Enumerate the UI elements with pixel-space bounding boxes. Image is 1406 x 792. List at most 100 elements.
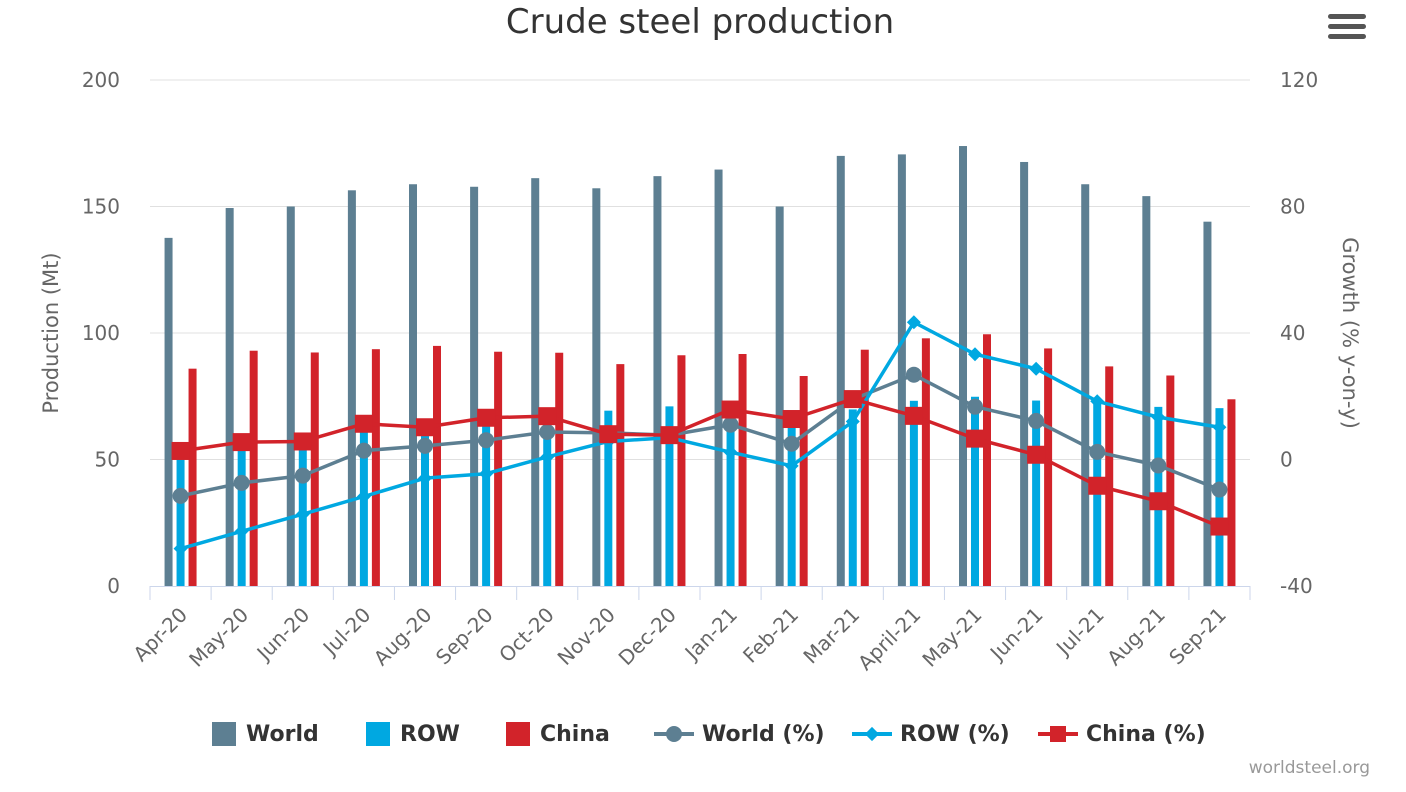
y-left-tick-label: 100 bbox=[82, 321, 120, 345]
credit-link[interactable]: worldsteel.org bbox=[1248, 758, 1370, 778]
x-axis-category-label: Apr-20 bbox=[128, 603, 192, 667]
bar-china bbox=[799, 376, 808, 586]
bar-world bbox=[592, 188, 601, 586]
bar-row bbox=[909, 400, 918, 586]
point-world bbox=[539, 423, 556, 440]
point-china bbox=[966, 429, 984, 448]
legend-label: World (%) bbox=[702, 721, 825, 747]
line-world bbox=[180, 372, 1221, 498]
bar-china bbox=[555, 352, 564, 586]
line-layer bbox=[171, 315, 1229, 556]
chart-legend: World ROW China World (%) ROW (%) China (%) bbox=[0, 714, 1406, 754]
x-axis-category-label: April-21 bbox=[853, 603, 925, 675]
legend-label: World bbox=[246, 721, 319, 747]
point-row bbox=[1090, 394, 1105, 409]
point-row bbox=[479, 466, 494, 481]
swatch-square bbox=[366, 722, 390, 746]
bar-row bbox=[176, 454, 185, 586]
y-left-tick-label: 50 bbox=[95, 448, 120, 472]
legend-item-china[interactable]: China bbox=[506, 714, 610, 754]
x-axis-category-label: Jul-20 bbox=[317, 603, 376, 662]
legend-bar-swatch bbox=[506, 721, 532, 747]
y-left-tick-label: 150 bbox=[82, 195, 120, 219]
chart-plot: 050100150200-4004080120Apr-20May-20Jun-2… bbox=[39, 68, 1362, 675]
hamburger-menu-icon[interactable] bbox=[1328, 14, 1366, 44]
point-world bbox=[783, 435, 800, 452]
bar-world bbox=[409, 184, 417, 586]
swatch-marker-circle bbox=[666, 726, 682, 742]
y-right-tick-label: 40 bbox=[1280, 321, 1305, 345]
point-world bbox=[294, 467, 311, 484]
point-row bbox=[295, 507, 310, 522]
point-row bbox=[723, 445, 738, 460]
point-world bbox=[967, 398, 983, 415]
axis-layer bbox=[149, 586, 1251, 600]
legend-item-row[interactable]: ROW (%) bbox=[852, 714, 1010, 754]
bar-china bbox=[249, 350, 258, 586]
label-layer: 050100150200-4004080120Apr-20May-20Jun-2… bbox=[82, 68, 1318, 675]
point-china bbox=[904, 406, 923, 425]
line-china bbox=[180, 397, 1221, 529]
bar-world bbox=[470, 186, 479, 587]
bar-world bbox=[836, 155, 845, 586]
point-row bbox=[968, 347, 982, 362]
legend-label: ROW bbox=[400, 721, 460, 747]
point-china bbox=[354, 414, 373, 433]
y-right-tick-label: 120 bbox=[1280, 68, 1318, 92]
legend-item-world[interactable]: World (%) bbox=[654, 714, 825, 754]
point-row bbox=[540, 449, 555, 464]
bar-china bbox=[983, 334, 991, 586]
y-right-tick-label: 0 bbox=[1280, 448, 1293, 472]
point-row bbox=[1029, 361, 1044, 376]
legend-line-swatch bbox=[1038, 721, 1078, 747]
point-china bbox=[1088, 476, 1107, 495]
point-china bbox=[171, 441, 190, 460]
y-left-tick-label: 200 bbox=[82, 68, 120, 92]
point-world bbox=[417, 437, 433, 454]
legend-line-swatch bbox=[654, 721, 694, 747]
x-axis-category-label: Jun-21 bbox=[984, 603, 1048, 667]
point-world bbox=[478, 432, 495, 449]
y-left-tick-label: 0 bbox=[107, 574, 120, 598]
point-china bbox=[1027, 445, 1046, 464]
legend-item-world[interactable]: World bbox=[212, 714, 319, 754]
point-world bbox=[722, 416, 739, 433]
point-world bbox=[905, 366, 922, 383]
x-axis-category-label: Nov-20 bbox=[553, 603, 620, 670]
chart-title: Crude steel production bbox=[505, 2, 895, 42]
x-axis-category-label: Dec-20 bbox=[614, 603, 681, 670]
point-row bbox=[784, 458, 799, 473]
bar-china bbox=[860, 349, 869, 586]
bar-world bbox=[531, 178, 540, 586]
legend-item-china[interactable]: China (%) bbox=[1038, 714, 1206, 754]
x-axis-category-label: Oct-20 bbox=[494, 603, 559, 668]
x-axis-category-label: May-20 bbox=[184, 603, 253, 672]
point-world bbox=[355, 442, 372, 459]
bar-china bbox=[738, 353, 747, 586]
point-china bbox=[232, 433, 251, 452]
bar-row bbox=[726, 402, 735, 586]
point-china bbox=[293, 432, 312, 451]
legend-item-row[interactable]: ROW bbox=[366, 714, 460, 754]
x-axis-category-label: Jul-21 bbox=[1050, 603, 1109, 662]
y-right-tick-label: 80 bbox=[1280, 195, 1305, 219]
bar-world bbox=[1020, 161, 1029, 587]
x-axis-category-label: Jan-21 bbox=[679, 603, 742, 666]
point-world bbox=[1089, 443, 1106, 460]
point-china bbox=[538, 407, 557, 426]
bar-world bbox=[286, 206, 295, 586]
x-axis-category-label: Aug-21 bbox=[1102, 603, 1170, 671]
legend-bar-swatch bbox=[212, 721, 238, 747]
x-axis-category-label: Sep-20 bbox=[431, 603, 498, 670]
point-china bbox=[721, 400, 740, 419]
bar-world bbox=[1081, 184, 1090, 586]
legend-label: China bbox=[540, 721, 610, 747]
menu-bar bbox=[1328, 34, 1366, 39]
swatch-marker-diamond bbox=[864, 726, 880, 742]
point-world bbox=[233, 474, 250, 491]
point-world bbox=[172, 487, 189, 504]
bar-china bbox=[1044, 348, 1053, 586]
point-row bbox=[418, 471, 432, 486]
bar-row bbox=[604, 410, 613, 586]
bar-world bbox=[347, 190, 356, 587]
